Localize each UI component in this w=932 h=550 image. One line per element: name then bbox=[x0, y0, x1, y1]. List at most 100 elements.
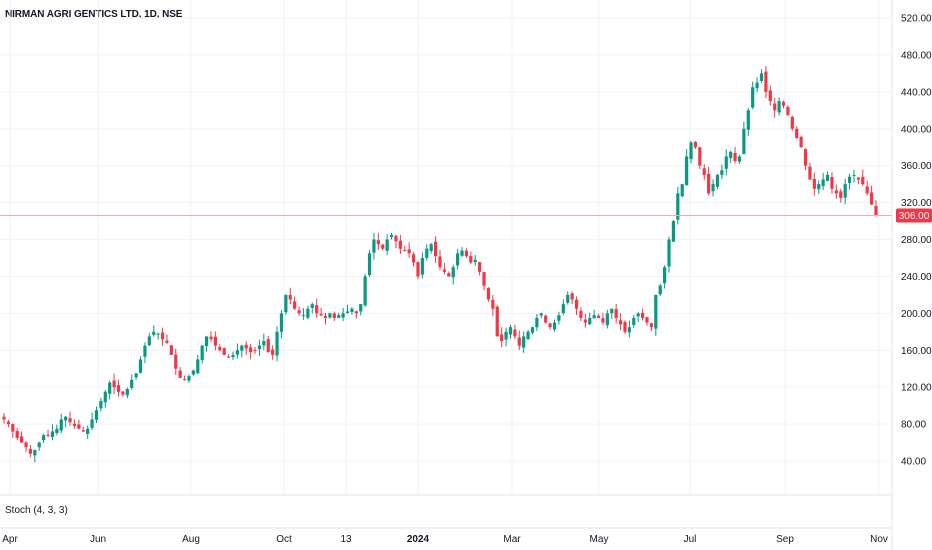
y-tick-label: 80.00 bbox=[901, 420, 926, 431]
candle bbox=[803, 148, 808, 171]
candle-body bbox=[746, 110, 750, 130]
candle-body bbox=[138, 359, 143, 373]
candle-body bbox=[134, 373, 138, 378]
candle bbox=[601, 312, 605, 325]
candle-body bbox=[323, 316, 328, 318]
candle bbox=[698, 146, 702, 170]
candle-body bbox=[81, 430, 85, 432]
candle-body bbox=[337, 315, 341, 318]
candle-body bbox=[658, 285, 662, 295]
y-tick-label: 480.00 bbox=[901, 50, 932, 61]
candle bbox=[389, 232, 394, 240]
candle bbox=[847, 173, 852, 190]
grid-layer bbox=[0, 0, 892, 495]
candle-body bbox=[685, 156, 689, 186]
candle bbox=[618, 313, 623, 331]
candle bbox=[363, 273, 367, 308]
candle-body bbox=[711, 184, 715, 192]
candle-body bbox=[15, 430, 19, 438]
x-tick-label: 13 bbox=[340, 534, 352, 545]
candle bbox=[37, 441, 41, 451]
candle-body bbox=[253, 349, 257, 351]
candle-body bbox=[200, 345, 204, 361]
candle bbox=[566, 291, 570, 305]
candle-body bbox=[654, 294, 658, 329]
x-tick-label: Apr bbox=[2, 534, 18, 545]
candle bbox=[451, 264, 455, 285]
candle-body bbox=[614, 309, 618, 318]
candle-body bbox=[698, 147, 702, 166]
candle-body bbox=[301, 315, 306, 317]
candle-body bbox=[191, 370, 195, 375]
candle bbox=[724, 149, 728, 176]
candle bbox=[200, 344, 204, 364]
candle-body bbox=[482, 272, 486, 286]
candle bbox=[583, 313, 587, 328]
candle bbox=[231, 351, 235, 360]
candle bbox=[271, 345, 275, 360]
candle bbox=[99, 397, 103, 412]
candle bbox=[588, 312, 592, 325]
candle bbox=[50, 424, 55, 441]
candle bbox=[685, 149, 689, 186]
candle-body bbox=[156, 333, 160, 335]
candle-body bbox=[103, 391, 107, 403]
candle bbox=[174, 348, 178, 375]
candle-body bbox=[398, 240, 402, 249]
candle bbox=[433, 236, 438, 263]
candle bbox=[134, 373, 138, 380]
price-axis[interactable]: 520.00 480.00 440.00 400.00 360.00 320.00 280.… bbox=[901, 14, 932, 468]
candle bbox=[55, 424, 59, 436]
candle-body bbox=[33, 449, 37, 456]
candle-body bbox=[160, 332, 165, 340]
candle bbox=[491, 294, 495, 316]
candle bbox=[425, 244, 429, 261]
candle-body bbox=[874, 206, 878, 216]
candle-body bbox=[852, 174, 856, 176]
candle-body bbox=[777, 101, 781, 113]
candle-body bbox=[618, 320, 623, 325]
indicator-label[interactable]: Stoch (4, 3, 3) bbox=[5, 505, 68, 516]
candle bbox=[103, 390, 107, 408]
candle-body bbox=[579, 310, 583, 318]
candle bbox=[574, 296, 579, 316]
candle-body bbox=[429, 244, 433, 252]
candle bbox=[213, 331, 217, 351]
candle bbox=[293, 296, 297, 310]
candle-body bbox=[50, 431, 55, 437]
candle bbox=[165, 334, 169, 345]
candle bbox=[469, 251, 473, 265]
time-axis[interactable]: Apr Jun Aug Oct 13 2024 Mar May Jul Sep Nov bbox=[2, 534, 888, 545]
candle bbox=[244, 341, 248, 356]
candle-body bbox=[530, 327, 535, 333]
x-tick-label: Jun bbox=[90, 534, 106, 545]
candle-body bbox=[447, 273, 451, 277]
candle-body bbox=[332, 313, 336, 318]
y-tick-label: 360.00 bbox=[901, 161, 932, 172]
candle bbox=[843, 178, 847, 205]
candle-body bbox=[552, 322, 557, 330]
candle bbox=[429, 243, 433, 254]
candle-body bbox=[478, 262, 482, 272]
candle bbox=[125, 387, 129, 399]
candle-body bbox=[596, 315, 601, 318]
candle bbox=[658, 283, 662, 296]
candle-body bbox=[165, 340, 169, 343]
price-badge-text: 306.00 bbox=[899, 211, 930, 222]
y-tick-label: 440.00 bbox=[901, 87, 932, 98]
candle-body bbox=[231, 354, 235, 358]
candle-body bbox=[601, 318, 605, 323]
candle bbox=[68, 411, 72, 426]
candle-body bbox=[152, 331, 156, 335]
candle bbox=[416, 261, 420, 280]
candle bbox=[649, 322, 653, 332]
x-tick-label: Aug bbox=[182, 534, 200, 545]
candle-body bbox=[636, 313, 640, 317]
candle-body bbox=[535, 317, 539, 328]
candle bbox=[143, 342, 147, 364]
candle-body bbox=[724, 156, 728, 169]
candle bbox=[187, 374, 191, 383]
candle-body bbox=[768, 90, 772, 102]
